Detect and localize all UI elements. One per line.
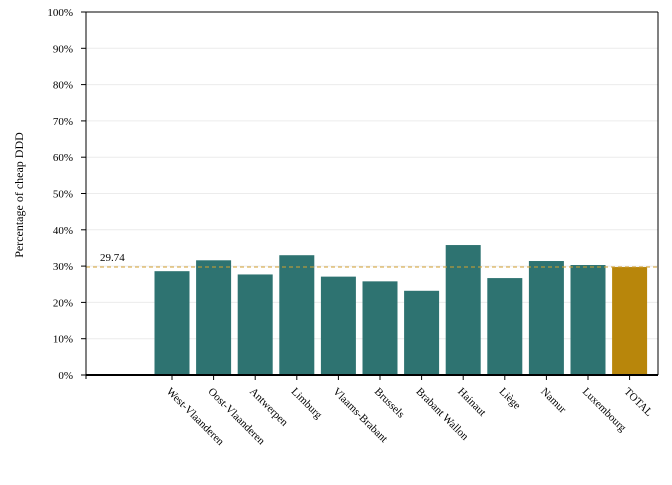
y-tick-label: 100% [47, 7, 73, 19]
x-tick-label: Antwerpen [247, 386, 290, 429]
y-tick-label: 80% [53, 80, 73, 92]
y-tick-label: 50% [53, 189, 73, 201]
y-tick-label: 70% [53, 116, 73, 128]
reference-line-label: 29.74 [100, 252, 125, 264]
y-tick-label: 30% [53, 261, 73, 273]
y-tick-label: 90% [53, 43, 73, 55]
x-tick-label: Liège [497, 386, 523, 412]
bar [237, 274, 273, 375]
bar [528, 261, 564, 375]
bar [196, 260, 232, 375]
x-tick-label: Namur [538, 386, 568, 416]
axes [85, 11, 659, 379]
bar [570, 265, 606, 375]
x-tick-label: Brussels [372, 386, 407, 421]
reference-line-group: 29.74 [86, 252, 658, 268]
bar [612, 267, 648, 375]
y-tick-labels: 0% 10% 20% 30% 40% 50% 60% 70% 80% 90% 100% [47, 7, 86, 382]
x-tick-label: TOTAL [621, 386, 654, 419]
bar [362, 281, 398, 375]
bar [445, 245, 481, 375]
bars [154, 245, 648, 375]
x-tick-label: Limburg [289, 386, 325, 422]
y-tick-label: 40% [53, 225, 73, 237]
y-tick-label: 60% [53, 152, 73, 164]
bar [487, 278, 523, 375]
y-tick-label: 10% [53, 334, 73, 346]
bar [154, 271, 190, 375]
y-tick-label: 20% [53, 297, 73, 309]
y-axis-label: Percentage of cheap DDD [12, 132, 26, 258]
x-tick-labels: West-VlaanderenOost-VlaanderenAntwerpenL… [164, 375, 655, 448]
bar [404, 290, 440, 375]
y-tick-label: 0% [58, 370, 73, 382]
bar [320, 276, 356, 375]
bar [279, 255, 315, 375]
x-tick-label: Hainaut [455, 386, 488, 419]
